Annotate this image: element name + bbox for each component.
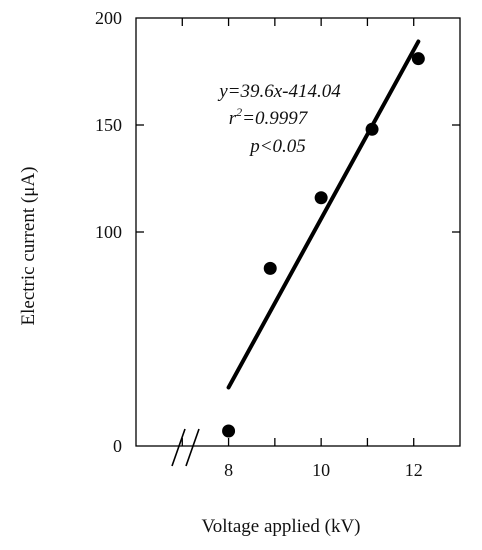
annotation-p-value: p<0.05 bbox=[248, 136, 306, 157]
x-axis-break bbox=[171, 428, 200, 467]
y-tick-label: 150 bbox=[95, 115, 122, 135]
annotation-equation: y=39.6x-414.04 bbox=[217, 81, 341, 102]
data-point bbox=[314, 191, 328, 205]
x-tick-label: 10 bbox=[312, 460, 330, 480]
y-tick-label: 200 bbox=[95, 8, 122, 28]
r2-superscript: 2 bbox=[236, 105, 242, 119]
y-tick-label: 100 bbox=[95, 222, 122, 242]
x-tick-label: 8 bbox=[224, 460, 233, 480]
x-axis-title: Voltage applied (kV) bbox=[202, 516, 361, 537]
data-point bbox=[365, 122, 379, 136]
r2-value: =0.9997 bbox=[242, 108, 309, 129]
data-point bbox=[263, 261, 277, 275]
y-tick-label: 0 bbox=[113, 436, 122, 456]
data-point bbox=[411, 52, 425, 66]
data-point bbox=[222, 424, 236, 438]
fit-line bbox=[226, 39, 421, 390]
y-axis-title: Electric current (μA) bbox=[18, 167, 39, 326]
annotation-r-squared: r2=0.9997 bbox=[229, 105, 309, 129]
r2-prefix: r bbox=[229, 108, 237, 129]
x-tick-label: 12 bbox=[405, 460, 423, 480]
y-axis-ticks: 0 100 150 200 bbox=[95, 8, 460, 456]
fit-line-group bbox=[226, 39, 421, 390]
x-axis-ticks: 8 10 12 bbox=[181, 18, 423, 480]
data-points bbox=[222, 52, 425, 438]
